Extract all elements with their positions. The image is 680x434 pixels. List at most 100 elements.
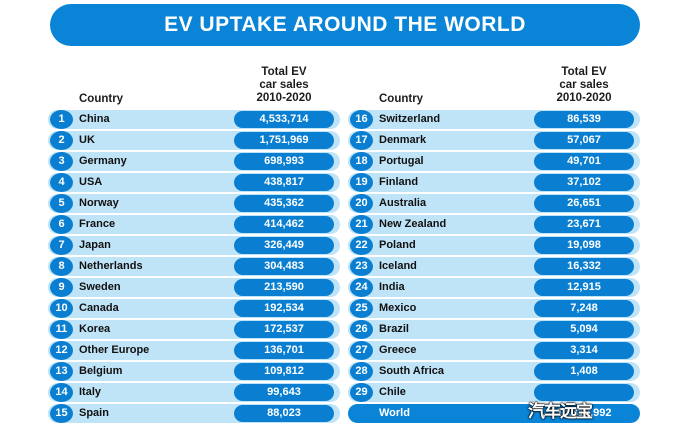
sales-value: 698,993 <box>234 153 334 170</box>
rank-badge: 3 <box>50 152 73 171</box>
rank-badge: 24 <box>350 278 373 297</box>
sales-header-line1: Total EV <box>561 66 607 78</box>
rank-badge: 20 <box>350 194 373 213</box>
rank-badge: 17 <box>350 131 373 150</box>
sales-value: 12,915 <box>534 279 634 296</box>
country-name: Finland <box>379 176 419 188</box>
rank-badge: 12 <box>50 341 73 360</box>
country-name: Chile <box>379 386 406 398</box>
table-row: 27 Greece 3,314 <box>348 341 640 360</box>
sales-value: 192,534 <box>234 300 334 317</box>
country-header: Country <box>379 93 424 105</box>
rank-badge: 1 <box>50 110 73 129</box>
rank-badge: 5 <box>50 194 73 213</box>
table-row: 19 Finland 37,102 <box>348 173 640 192</box>
sales-value: 4,533,714 <box>234 111 334 128</box>
rank-badge: 27 <box>350 341 373 360</box>
table-row: 16 Switzerland 86,539 <box>348 110 640 129</box>
sales-value: 304,483 <box>234 258 334 275</box>
sales-value: 1,751,969 <box>234 132 334 149</box>
sales-header-line1: Total EV <box>261 66 307 78</box>
left-table-column: Country Total EV car sales 2010-2020 1 Ch… <box>48 60 340 425</box>
country-name: Norway <box>79 197 119 209</box>
sales-value: 88,023 <box>234 405 334 422</box>
country-name: Mexico <box>379 302 417 314</box>
sales-value: 109,812 <box>234 363 334 380</box>
sales-header-line3: 2010-2020 <box>556 92 612 104</box>
table-row: 29 Chile <box>348 383 640 402</box>
country-name: Denmark <box>379 134 427 146</box>
sales-value: 49,701 <box>534 153 634 170</box>
sales-header: Total EV car sales 2010-2020 <box>534 66 634 105</box>
country-name: World <box>379 407 410 419</box>
country-name: France <box>79 218 116 230</box>
sales-value: 1,408 <box>534 363 634 380</box>
table-row: 21 New Zealand 23,671 <box>348 215 640 234</box>
country-name: South Africa <box>379 365 444 377</box>
sales-header-line3: 2010-2020 <box>256 92 312 104</box>
table-row: 23 Iceland 16,332 <box>348 257 640 276</box>
rank-badge: 14 <box>50 383 73 402</box>
sales-value: 136,701 <box>234 342 334 359</box>
rank-badge: 29 <box>350 383 373 402</box>
country-name: UK <box>79 134 95 146</box>
sales-value: 19,098 <box>534 237 634 254</box>
table-row: 2 UK 1,751,969 <box>48 131 340 150</box>
page-title: EV UPTAKE AROUND THE WORLD <box>164 13 526 36</box>
sales-value: 10,313,992 <box>556 407 612 419</box>
table-row: 8 Netherlands 304,483 <box>48 257 340 276</box>
sales-value: 326,449 <box>234 237 334 254</box>
rank-badge: 25 <box>350 299 373 318</box>
sales-value <box>534 384 634 401</box>
country-name: Poland <box>379 239 416 251</box>
table-row: 15 Spain 88,023 <box>48 404 340 423</box>
sales-value: 99,643 <box>234 384 334 401</box>
table-row: 22 Poland 19,098 <box>348 236 640 255</box>
table-row: 12 Other Europe 136,701 <box>48 341 340 360</box>
rank-badge: 23 <box>350 257 373 276</box>
rank-badge: 15 <box>50 404 73 423</box>
right-table-column: Country Total EV car sales 2010-2020 16 S… <box>348 60 640 425</box>
rank-badge: 6 <box>50 215 73 234</box>
country-name: Belgium <box>79 365 123 377</box>
sales-value: 26,651 <box>534 195 634 212</box>
rank-badge: 10 <box>50 299 73 318</box>
country-name: China <box>79 113 110 125</box>
country-name: Portugal <box>379 155 424 167</box>
sales-value: 172,537 <box>234 321 334 338</box>
country-name: Iceland <box>379 260 417 272</box>
country-name: USA <box>79 176 103 188</box>
sales-value: 213,590 <box>234 279 334 296</box>
table-row: 17 Denmark 57,067 <box>348 131 640 150</box>
sales-header: Total EV car sales 2010-2020 <box>234 66 334 105</box>
rank-badge: 7 <box>50 236 73 255</box>
rank-badge: 2 <box>50 131 73 150</box>
country-name: Italy <box>79 386 102 398</box>
country-name: Australia <box>379 197 427 209</box>
table-row: 4 USA 438,817 <box>48 173 340 192</box>
table-row: 10 Canada 192,534 <box>48 299 340 318</box>
sales-value: 7,248 <box>534 300 634 317</box>
country-name: Canada <box>79 302 119 314</box>
country-name: Brazil <box>379 323 409 335</box>
country-name: Switzerland <box>379 113 441 125</box>
sales-value: 23,671 <box>534 216 634 233</box>
table-row: 1 China 4,533,714 <box>48 110 340 129</box>
sales-value: 3,314 <box>534 342 634 359</box>
sales-value: 57,067 <box>534 132 634 149</box>
title-banner: EV UPTAKE AROUND THE WORLD <box>50 4 640 46</box>
country-name: India <box>379 281 405 293</box>
rank-badge: 26 <box>350 320 373 339</box>
rank-badge: 11 <box>50 320 73 339</box>
rank-badge: 22 <box>350 236 373 255</box>
table-row: 7 Japan 326,449 <box>48 236 340 255</box>
sales-header-line2: car sales <box>259 79 309 91</box>
country-name: Greece <box>379 344 417 356</box>
rank-badge: 19 <box>350 173 373 192</box>
table-row: 14 Italy 99,643 <box>48 383 340 402</box>
country-name: Sweden <box>79 281 121 293</box>
country-name: Netherlands <box>79 260 143 272</box>
country-name: Korea <box>79 323 111 335</box>
watermark-logo: 汽车远宝 <box>528 402 593 421</box>
table-row: 26 Brazil 5,094 <box>348 320 640 339</box>
